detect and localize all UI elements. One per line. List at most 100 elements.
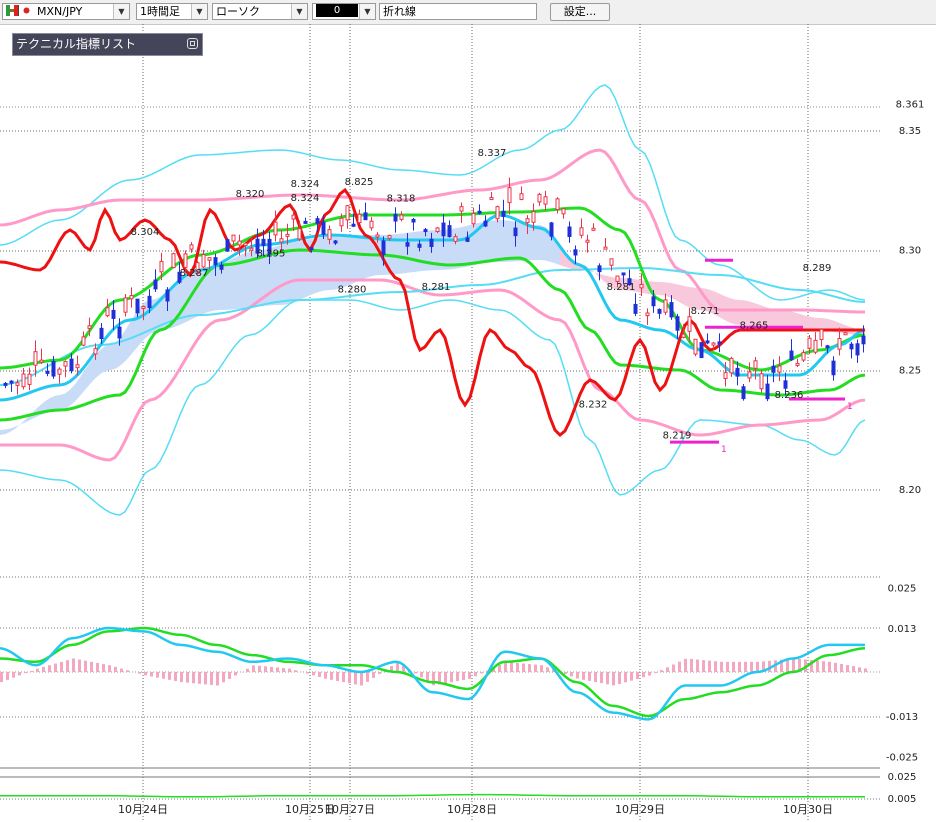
macd-histogram-bar	[48, 665, 51, 672]
candle-body	[711, 342, 716, 346]
candle-body	[189, 244, 194, 250]
candle-body	[87, 325, 92, 329]
candle-body	[639, 283, 644, 289]
candle-body	[297, 228, 302, 240]
chevron-down-icon[interactable]: ▼	[191, 4, 207, 19]
macd-histogram-bar	[762, 661, 765, 672]
price-annotation: 8.318	[387, 194, 416, 205]
macd-histogram-bar	[108, 665, 111, 672]
macd-histogram-bar	[360, 672, 363, 686]
macd-histogram-bar	[594, 672, 597, 683]
macd-histogram-bar	[582, 672, 585, 680]
candle-body	[333, 240, 338, 244]
macd-histogram-bar	[666, 667, 669, 672]
macd-histogram-bar	[390, 666, 393, 672]
candle-body	[591, 227, 596, 231]
candle-body	[525, 218, 530, 224]
macd-histogram-bar	[426, 672, 429, 682]
settings-button[interactable]: 設定...	[550, 3, 610, 21]
macd-histogram-bar	[168, 672, 171, 680]
price-tick: 8.30	[899, 246, 921, 257]
restore-icon[interactable]	[187, 38, 198, 49]
moving-average-long	[0, 248, 866, 422]
candle-body	[561, 208, 566, 215]
macd-histogram-bar	[834, 662, 837, 672]
candle-body	[81, 336, 86, 346]
price-tick: 8.361	[896, 100, 925, 111]
macd-histogram-bar	[660, 670, 663, 672]
candle-body	[477, 210, 482, 214]
price-annotation: 8.324	[291, 179, 320, 190]
candle-body	[315, 218, 320, 224]
candle-body	[129, 295, 134, 300]
macd-histogram-bar	[336, 672, 339, 681]
candle-body	[459, 206, 464, 212]
macd-histogram-bar	[252, 665, 255, 672]
macd-histogram-bar	[780, 659, 783, 672]
macd-tick: 0.013	[888, 624, 917, 635]
macd-histogram-bar	[438, 672, 441, 685]
candle-body	[249, 247, 254, 251]
macd-histogram-bar	[282, 668, 285, 672]
macd-histogram-bar	[522, 663, 525, 672]
candle-body	[765, 383, 770, 400]
price-chart[interactable]: 118.3048.2878.3208.2958.3248.3248.2808.8…	[0, 24, 936, 822]
candle-body	[681, 333, 686, 338]
candle-body	[117, 326, 122, 339]
macd-histogram-bar	[612, 672, 615, 686]
candle-body	[399, 214, 404, 220]
candle-body	[735, 367, 740, 377]
macd-panel: 0.025 0.013 -0.013 -0.025	[0, 583, 918, 764]
macd-histogram-bar	[354, 672, 357, 685]
candle-body	[819, 328, 824, 341]
macd-histogram-bar	[402, 665, 405, 672]
candle-body	[69, 358, 74, 372]
time-tick: 10月25日	[285, 803, 335, 816]
macd-histogram-bar	[378, 672, 381, 674]
macd-histogram-bar	[540, 665, 543, 672]
price-annotation: 8.287	[180, 268, 209, 279]
macd-histogram-bar	[138, 672, 141, 674]
candle-body	[567, 226, 572, 238]
sub-panel: 0.025 0.005	[0, 772, 916, 805]
macd-histogram-bar	[126, 670, 129, 672]
technical-indicator-list[interactable]: テクニカル指標リスト	[12, 33, 203, 56]
candle-body	[141, 305, 146, 309]
macd-histogram-bar	[324, 672, 327, 679]
chart-type-select[interactable]: ローソク ▼	[212, 3, 308, 20]
chevron-down-icon[interactable]: ▼	[113, 4, 129, 19]
macd-histogram-bar	[180, 672, 183, 683]
period-select[interactable]: 1時間足 ▼	[136, 3, 208, 20]
macd-histogram-bar	[270, 666, 273, 672]
macd-histogram-bar	[210, 672, 213, 685]
macd-histogram-bar	[786, 659, 789, 672]
price-annotation: 8.324	[291, 193, 320, 204]
candle-body	[447, 225, 452, 238]
candle-body	[369, 220, 374, 229]
macd-histogram-bar	[156, 672, 159, 678]
line-mode-field[interactable]: 折れ線	[379, 3, 537, 20]
symbol-select[interactable]: MXN/JPY ▼	[2, 3, 130, 20]
chevron-down-icon[interactable]: ▼	[291, 4, 307, 19]
bollinger-inner-upper	[0, 148, 865, 314]
candle-body	[621, 272, 626, 276]
candle-body	[603, 246, 608, 250]
candle-body	[429, 238, 434, 248]
price-annotation: 8.337	[478, 148, 507, 159]
candle-body	[609, 258, 614, 266]
chevron-down-icon[interactable]: ▼	[359, 4, 375, 19]
macd-histogram-bar	[684, 658, 687, 672]
macd-histogram-bar	[510, 662, 513, 672]
macd-histogram-bar	[738, 661, 741, 672]
macd-histogram-bar	[228, 672, 231, 679]
candle-body	[687, 316, 692, 332]
macd-histogram-bar	[600, 672, 603, 684]
candle-body	[783, 380, 788, 389]
candle-body	[393, 213, 398, 222]
macd-histogram-bar	[624, 672, 627, 683]
candle-body	[633, 303, 638, 314]
color-swatch-select[interactable]: 0 ▼	[312, 3, 376, 20]
candle-body	[495, 206, 500, 220]
candle-body	[177, 271, 182, 283]
